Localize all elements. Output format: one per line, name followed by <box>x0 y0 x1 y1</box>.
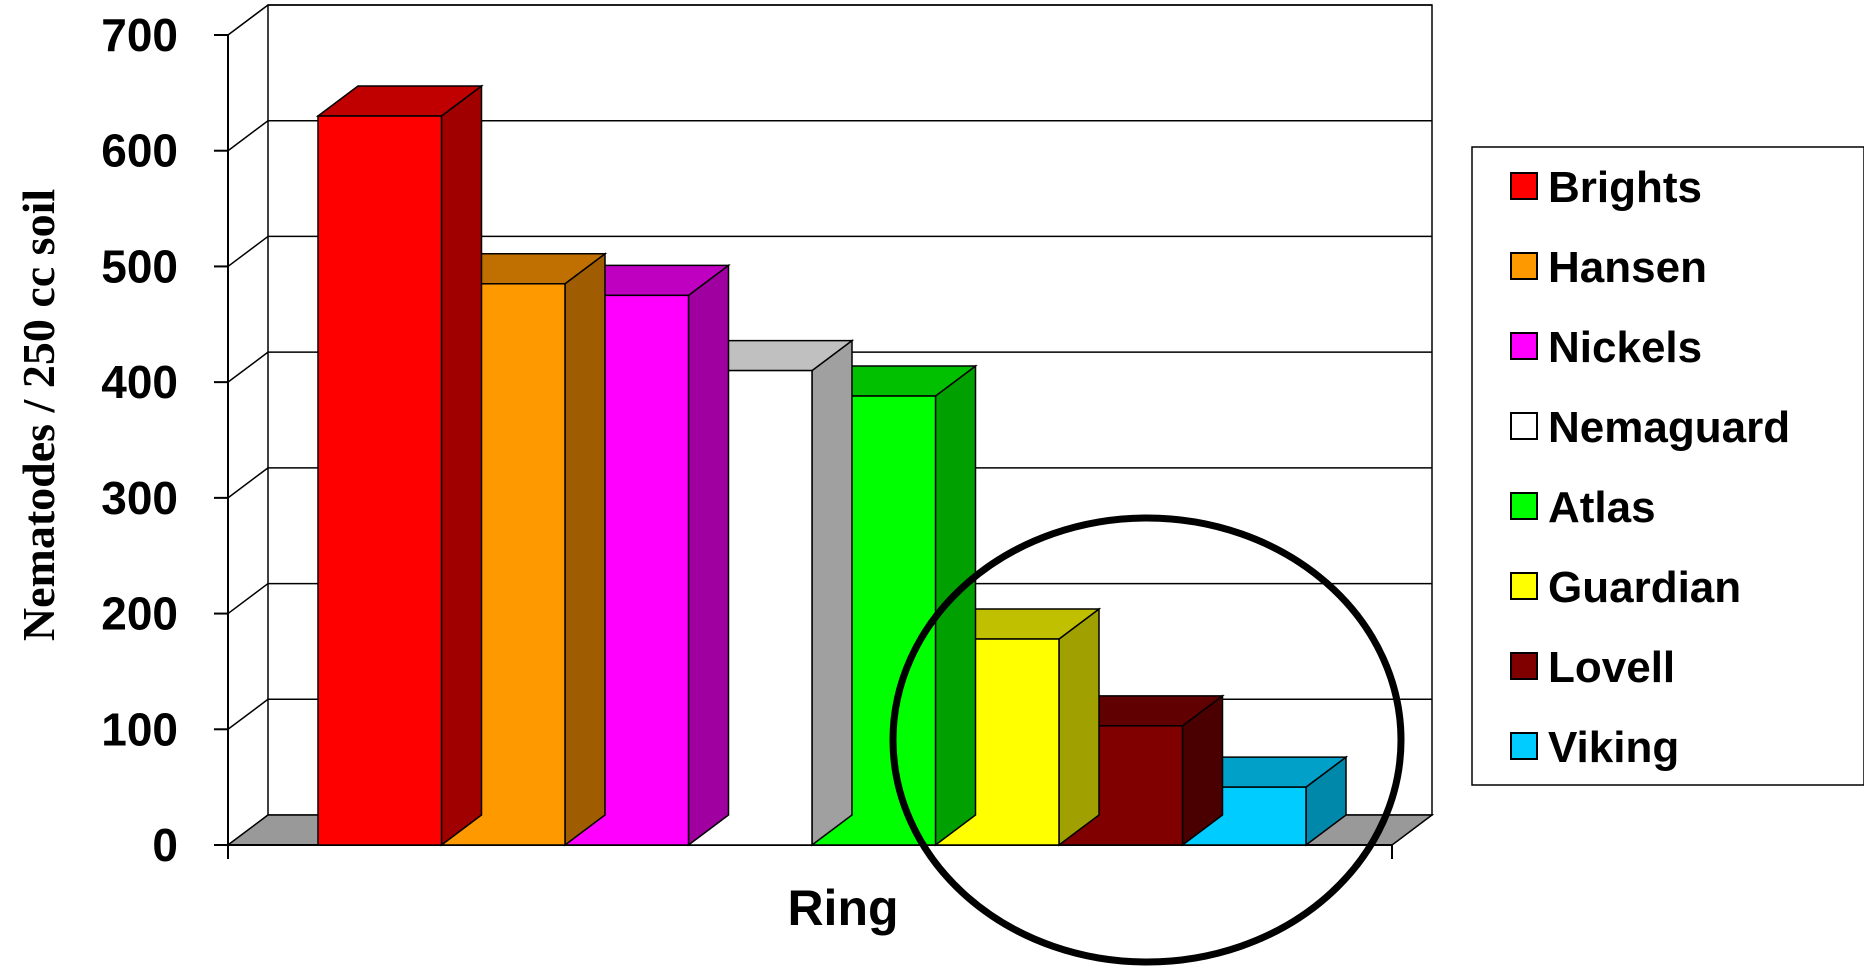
gridline-side <box>227 582 269 615</box>
y-axis-label: Nematodes / 250 cc soil <box>13 189 64 641</box>
legend-label: Guardian <box>1548 563 1741 612</box>
legend-swatch <box>1510 652 1538 680</box>
y-tick-label: 0 <box>152 819 178 871</box>
legend-item-viking: Viking <box>1510 723 1679 772</box>
legend-swatch <box>1510 252 1538 280</box>
bar-brights <box>315 84 484 847</box>
y-tick-label: 400 <box>101 356 178 408</box>
legend-swatch <box>1510 172 1538 200</box>
legend-item-nickels: Nickels <box>1510 323 1702 372</box>
bars <box>315 84 1349 847</box>
y-tick-label: 100 <box>101 703 178 755</box>
bar-front <box>317 115 443 846</box>
legend-item-brights: Brights <box>1510 163 1702 212</box>
y-tick-label: 700 <box>101 9 178 61</box>
legend-item-nemaguard: Nemaguard <box>1510 403 1790 452</box>
bar-side <box>811 339 853 847</box>
legend-label: Viking <box>1548 723 1679 772</box>
y-tick-label: 600 <box>101 125 178 177</box>
legend-label: Hansen <box>1548 243 1707 292</box>
highlight-circle <box>889 514 1405 966</box>
legend-item-guardian: Guardian <box>1510 563 1741 612</box>
gridline-side <box>227 351 269 383</box>
y-tick-label: 300 <box>101 472 178 524</box>
gridline-side <box>227 120 269 152</box>
bar-side <box>1058 607 1100 847</box>
legend-item-lovell: Lovell <box>1510 643 1675 692</box>
gridline-side <box>227 235 269 268</box>
bar-side <box>564 252 606 847</box>
legend-label: Nickels <box>1548 323 1702 372</box>
legend-item-hansen: Hansen <box>1510 243 1707 292</box>
legend-item-atlas: Atlas <box>1510 483 1656 532</box>
y-tick-label: 500 <box>101 240 178 292</box>
gridline-side <box>227 4 269 36</box>
legend-swatch <box>1510 732 1538 760</box>
y-tick-label: 200 <box>101 588 178 640</box>
y-tick-labels: 0 100 200 300 400 500 600 700 <box>101 9 178 871</box>
legend-swatch <box>1510 572 1538 600</box>
gridline-side <box>227 467 269 499</box>
bar-side <box>440 84 483 847</box>
legend-items: Brights Hansen Nickels Nemaguard Atlas Guardi… <box>1510 163 1790 772</box>
bar-side <box>687 263 730 847</box>
legend-swatch <box>1510 412 1538 440</box>
legend-label: Nemaguard <box>1548 403 1790 452</box>
legend-label: Brights <box>1548 163 1702 212</box>
legend-swatch <box>1510 332 1538 360</box>
legend-swatch <box>1510 492 1538 520</box>
legend-label: Atlas <box>1548 483 1656 532</box>
x-axis-label: Ring <box>787 880 898 936</box>
legend: Brights Hansen Nickels Nemaguard Atlas Guardi… <box>1471 146 1864 786</box>
gridline-side <box>227 698 269 730</box>
legend-label: Lovell <box>1548 643 1675 692</box>
